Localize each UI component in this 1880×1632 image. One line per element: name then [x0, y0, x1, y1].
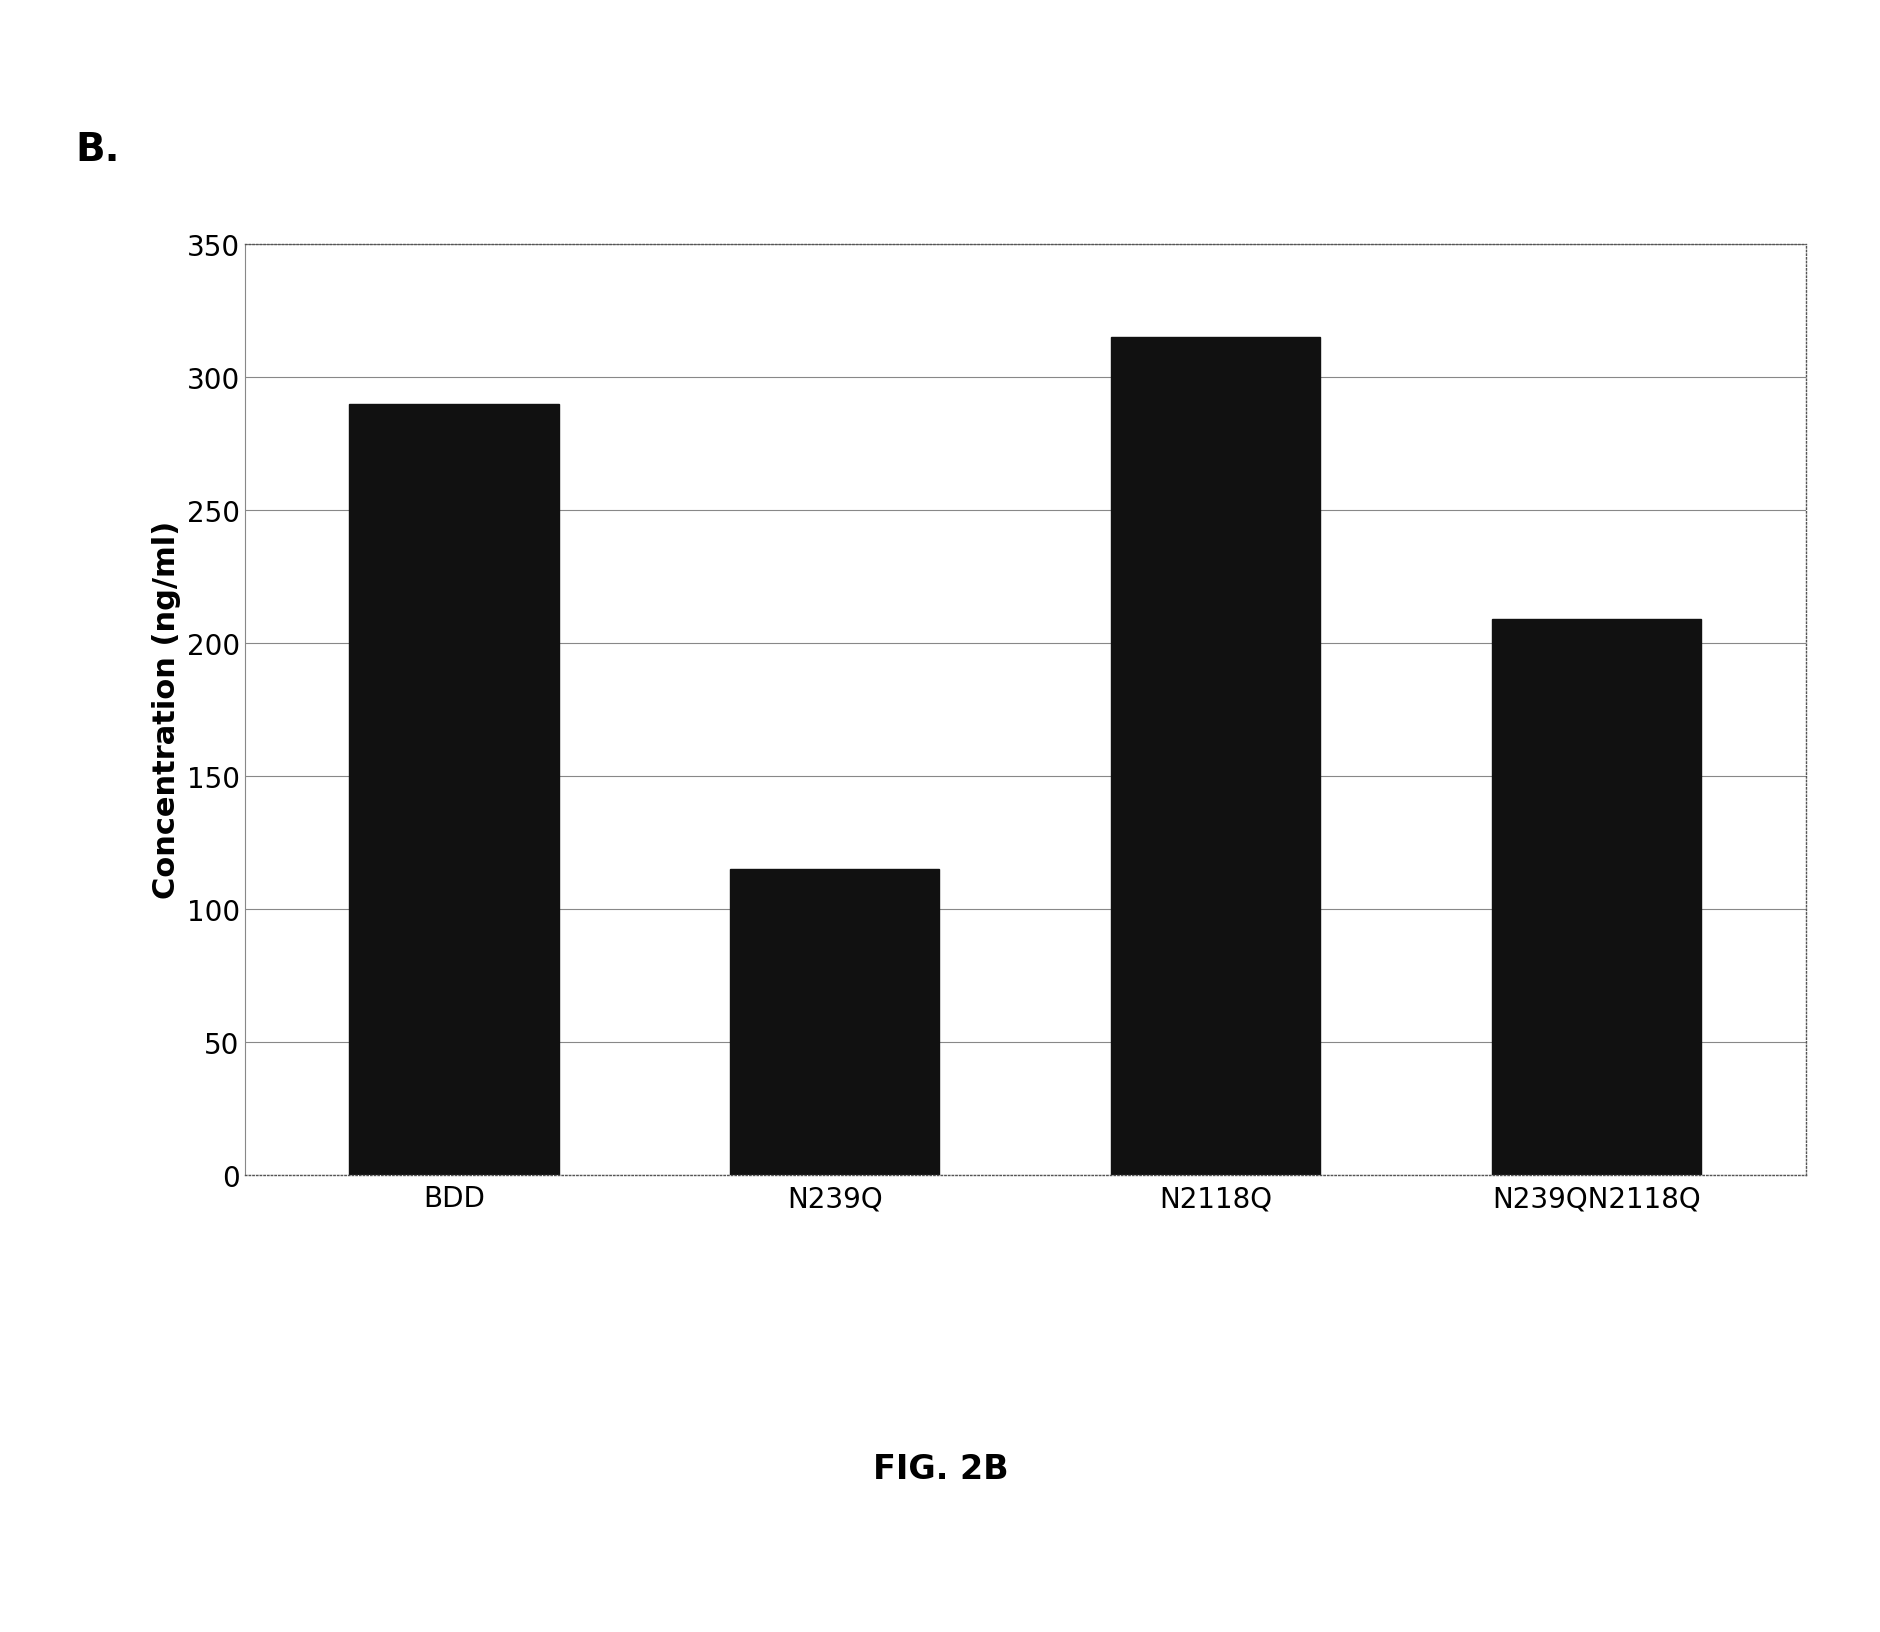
- Y-axis label: Concentration (ng/ml): Concentration (ng/ml): [152, 521, 180, 899]
- Bar: [1491, 620, 1700, 1175]
- Bar: [1111, 338, 1320, 1175]
- Text: FIG. 2B: FIG. 2B: [872, 1452, 1008, 1485]
- Bar: [729, 870, 938, 1175]
- Bar: [350, 405, 558, 1175]
- Text: B.: B.: [75, 131, 120, 168]
